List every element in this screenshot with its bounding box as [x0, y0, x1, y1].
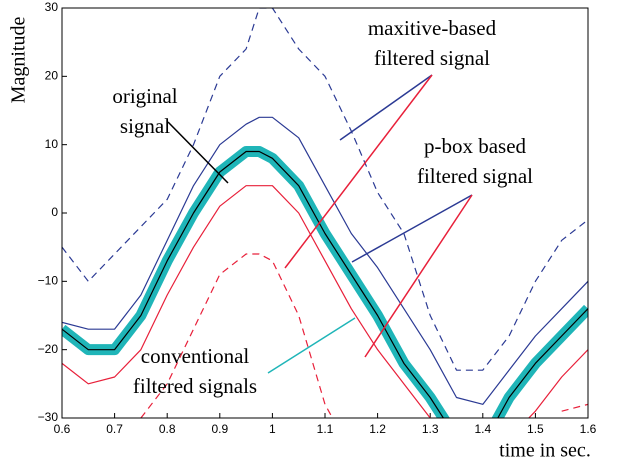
- series-line: [62, 8, 588, 371]
- y-axis-label: Magnitude: [8, 17, 30, 104]
- annotation-arrow: [339, 74, 433, 141]
- annotation-text: filtered signal: [374, 46, 490, 70]
- x-tick-label: 1.1: [317, 422, 334, 436]
- x-tick-label: 1.4: [474, 422, 491, 436]
- annotation-text: filtered signals: [133, 374, 257, 398]
- annotation-text: conventional: [141, 344, 250, 368]
- annotation-text: maxitive-based: [368, 16, 497, 40]
- x-tick-label: 0.8: [159, 422, 176, 436]
- y-tick-label: −10: [38, 274, 59, 288]
- x-axis-label: time in sec.: [499, 440, 591, 462]
- x-tick-label: 0.7: [106, 422, 123, 436]
- x-tick-label: 0.9: [211, 422, 228, 436]
- annotation-arrow: [351, 194, 473, 263]
- x-tick-label: 1.6: [580, 422, 597, 436]
- annotations: maxitive-based filtered signal original sig…: [112, 16, 533, 398]
- y-tick-label: 10: [45, 137, 59, 151]
- y-tick-label: 20: [45, 69, 59, 83]
- y-tick-label: 0: [51, 205, 58, 219]
- annotation-arrow: [267, 317, 356, 374]
- x-tick-label: 1.3: [422, 422, 439, 436]
- series-line: [62, 185, 588, 418]
- y-tick-label: −20: [38, 342, 59, 356]
- series-line: [62, 146, 588, 418]
- y-tick-label: 30: [45, 0, 59, 14]
- annotation-text: p-box based: [424, 134, 527, 158]
- annotation-text: signal: [120, 114, 170, 138]
- x-tick-label: 0.6: [54, 422, 71, 436]
- annotation-text: filtered signal: [417, 164, 533, 188]
- series-line: [140, 253, 588, 418]
- x-tick-label: 1.5: [527, 422, 544, 436]
- series-line: [62, 116, 588, 405]
- plot-frame: [61, 7, 589, 419]
- x-tick-label: 1: [269, 422, 276, 436]
- y-tick-label: −30: [38, 410, 59, 424]
- annotation-arrow: [167, 121, 229, 184]
- x-tick-label: 1.2: [369, 422, 386, 436]
- plot-area: [62, 8, 588, 418]
- ticks: 0.6 0.7 0.8 0.9 1 1.1 1.2 1.3 1.4 1.5 1.6 −30 −20 −10…: [38, 0, 597, 436]
- annotation-text: original: [112, 84, 177, 108]
- annotation-arrow: [284, 74, 433, 269]
- series-line: [62, 150, 588, 418]
- annotation-arrow: [364, 194, 473, 358]
